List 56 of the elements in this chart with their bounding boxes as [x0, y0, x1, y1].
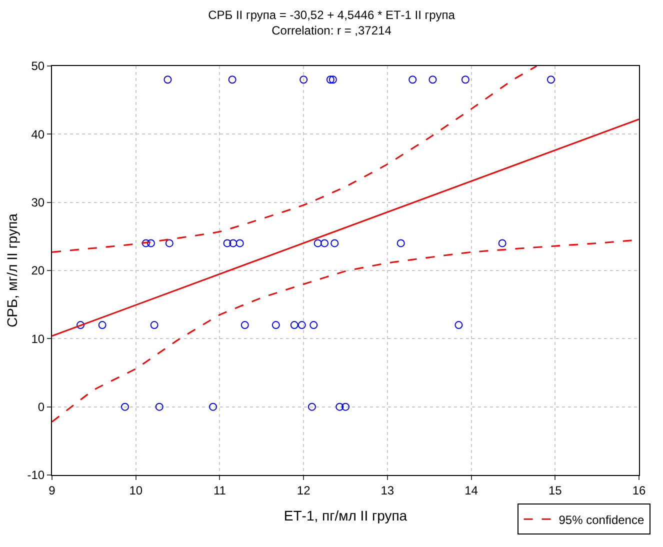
point	[209, 402, 218, 411]
x-tick-label: 12	[296, 483, 311, 498]
x-tick-label: 16	[632, 483, 646, 498]
point	[223, 239, 232, 248]
point	[98, 321, 106, 330]
point	[546, 76, 555, 84]
x-tick-label: 15	[548, 483, 562, 498]
point	[342, 402, 350, 411]
y-tick-label: 50	[31, 59, 45, 74]
point	[240, 321, 249, 330]
point	[229, 239, 238, 248]
point	[300, 76, 308, 84]
point	[150, 321, 158, 330]
y-tick-label: 0	[38, 400, 45, 414]
point	[146, 239, 155, 248]
point	[328, 76, 337, 84]
point	[298, 321, 306, 330]
y-tick-label: 10	[31, 332, 45, 346]
point	[330, 239, 339, 248]
legend-label: 95% confidence	[558, 512, 644, 527]
point	[326, 76, 334, 84]
point	[76, 321, 85, 330]
point	[336, 402, 344, 411]
y-tick-label: 30	[31, 196, 45, 210]
point	[155, 402, 164, 411]
point	[320, 239, 329, 248]
point	[461, 76, 470, 84]
x-tick-label: 13	[380, 483, 394, 498]
chart-title: СРБ II група = -30,52 + 4,5446 * ЕТ-1 II група	[208, 8, 456, 22]
chart-subtitle: Correlation: r = ,37214	[272, 24, 392, 38]
point	[290, 321, 298, 330]
y-tick-label: 20	[31, 264, 45, 278]
point	[164, 76, 172, 84]
point	[310, 321, 318, 330]
y-tick-label: 40	[31, 127, 45, 142]
point	[272, 321, 280, 330]
x-tick-label: 9	[48, 483, 56, 498]
x-tick-label: 11	[213, 483, 226, 498]
point	[314, 239, 322, 248]
x-axis-title: ЕТ-1, пг/мл II група	[284, 508, 408, 524]
point	[236, 239, 244, 248]
point	[454, 321, 463, 330]
point	[142, 239, 150, 248]
x-tick-label: 10	[129, 483, 143, 498]
point	[120, 402, 129, 411]
y-tick-label: -10	[27, 468, 45, 482]
point	[228, 76, 236, 84]
line-series	[52, 66, 538, 253]
point	[165, 239, 174, 248]
point	[428, 76, 437, 84]
point	[396, 239, 405, 248]
point	[498, 239, 506, 248]
y-axis-title: СРБ, мг/л II група	[4, 213, 20, 328]
point	[308, 402, 316, 411]
x-tick-label: 14	[464, 483, 478, 498]
point	[408, 76, 417, 84]
